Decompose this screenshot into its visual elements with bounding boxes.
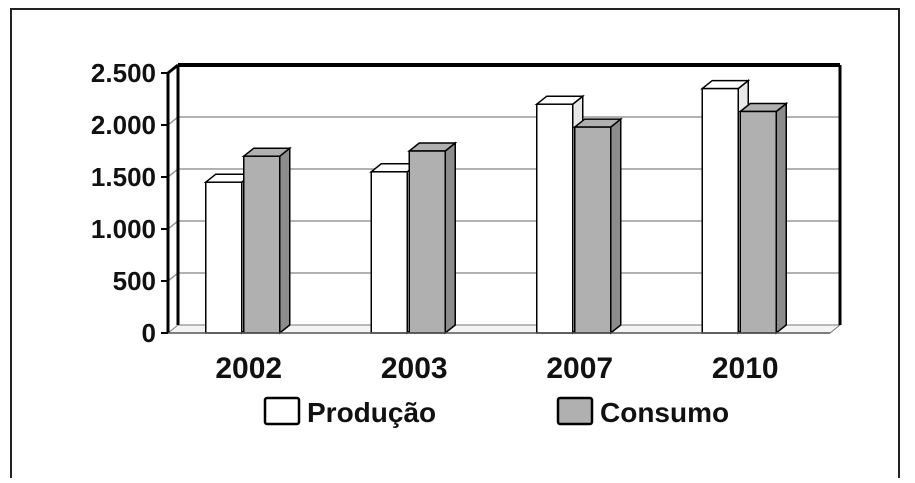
- gridline-depth: [167, 220, 179, 230]
- legend-swatch: [556, 396, 594, 426]
- gridline-depth: [167, 272, 179, 282]
- chart-border: [10, 8, 900, 478]
- bar-consumo-front: [739, 110, 777, 334]
- legend-label: Consumo: [600, 397, 729, 428]
- legend-label: Produção: [307, 397, 436, 428]
- bar-consumo: [738, 101, 789, 335]
- y-tick-label: 1.000: [91, 214, 156, 244]
- gridline-depth: [167, 116, 179, 126]
- bar-producao-front: [536, 103, 574, 334]
- y-tick-label: 2.500: [91, 58, 156, 88]
- chart-frame: 0 500 1.000 1.500 2.000 2.500 2002 2003 2007 201…: [10, 8, 905, 478]
- axes: [161, 63, 842, 334]
- bar-consumo: [407, 141, 458, 335]
- y-tick-label: 0: [142, 318, 156, 348]
- y-tick-labels: 0 500 1.000 1.500 2.000 2.500: [91, 58, 156, 348]
- y-tick-label: 1.500: [91, 162, 156, 192]
- y-tick-label: 500: [113, 266, 156, 296]
- bar-producao-front: [370, 171, 408, 334]
- bar-consumo-front: [408, 150, 446, 334]
- legend: Produção Consumo: [263, 396, 729, 428]
- legend-swatch: [263, 396, 301, 426]
- x-tick-label: 2007: [546, 352, 613, 385]
- back-wall: [178, 65, 840, 325]
- bar-chart: 0 500 1.000 1.500 2.000 2.500 2002 2003 2007 201…: [91, 58, 842, 428]
- y-tick-label: 2.000: [91, 110, 156, 140]
- y-axis-depth: [167, 63, 179, 75]
- x-tick-labels: 2002 2003 2007 2010: [215, 352, 778, 385]
- bar-consumo: [241, 146, 292, 335]
- x-tick-label: 2003: [381, 352, 448, 385]
- plot-area: [166, 65, 842, 334]
- x-tick-label: 2002: [215, 352, 282, 385]
- gridline-depth: [167, 168, 179, 178]
- x-tick-label: 2010: [712, 352, 779, 385]
- bar-producao-front: [701, 87, 739, 334]
- bars: [203, 79, 789, 335]
- bar-consumo-front: [243, 155, 281, 334]
